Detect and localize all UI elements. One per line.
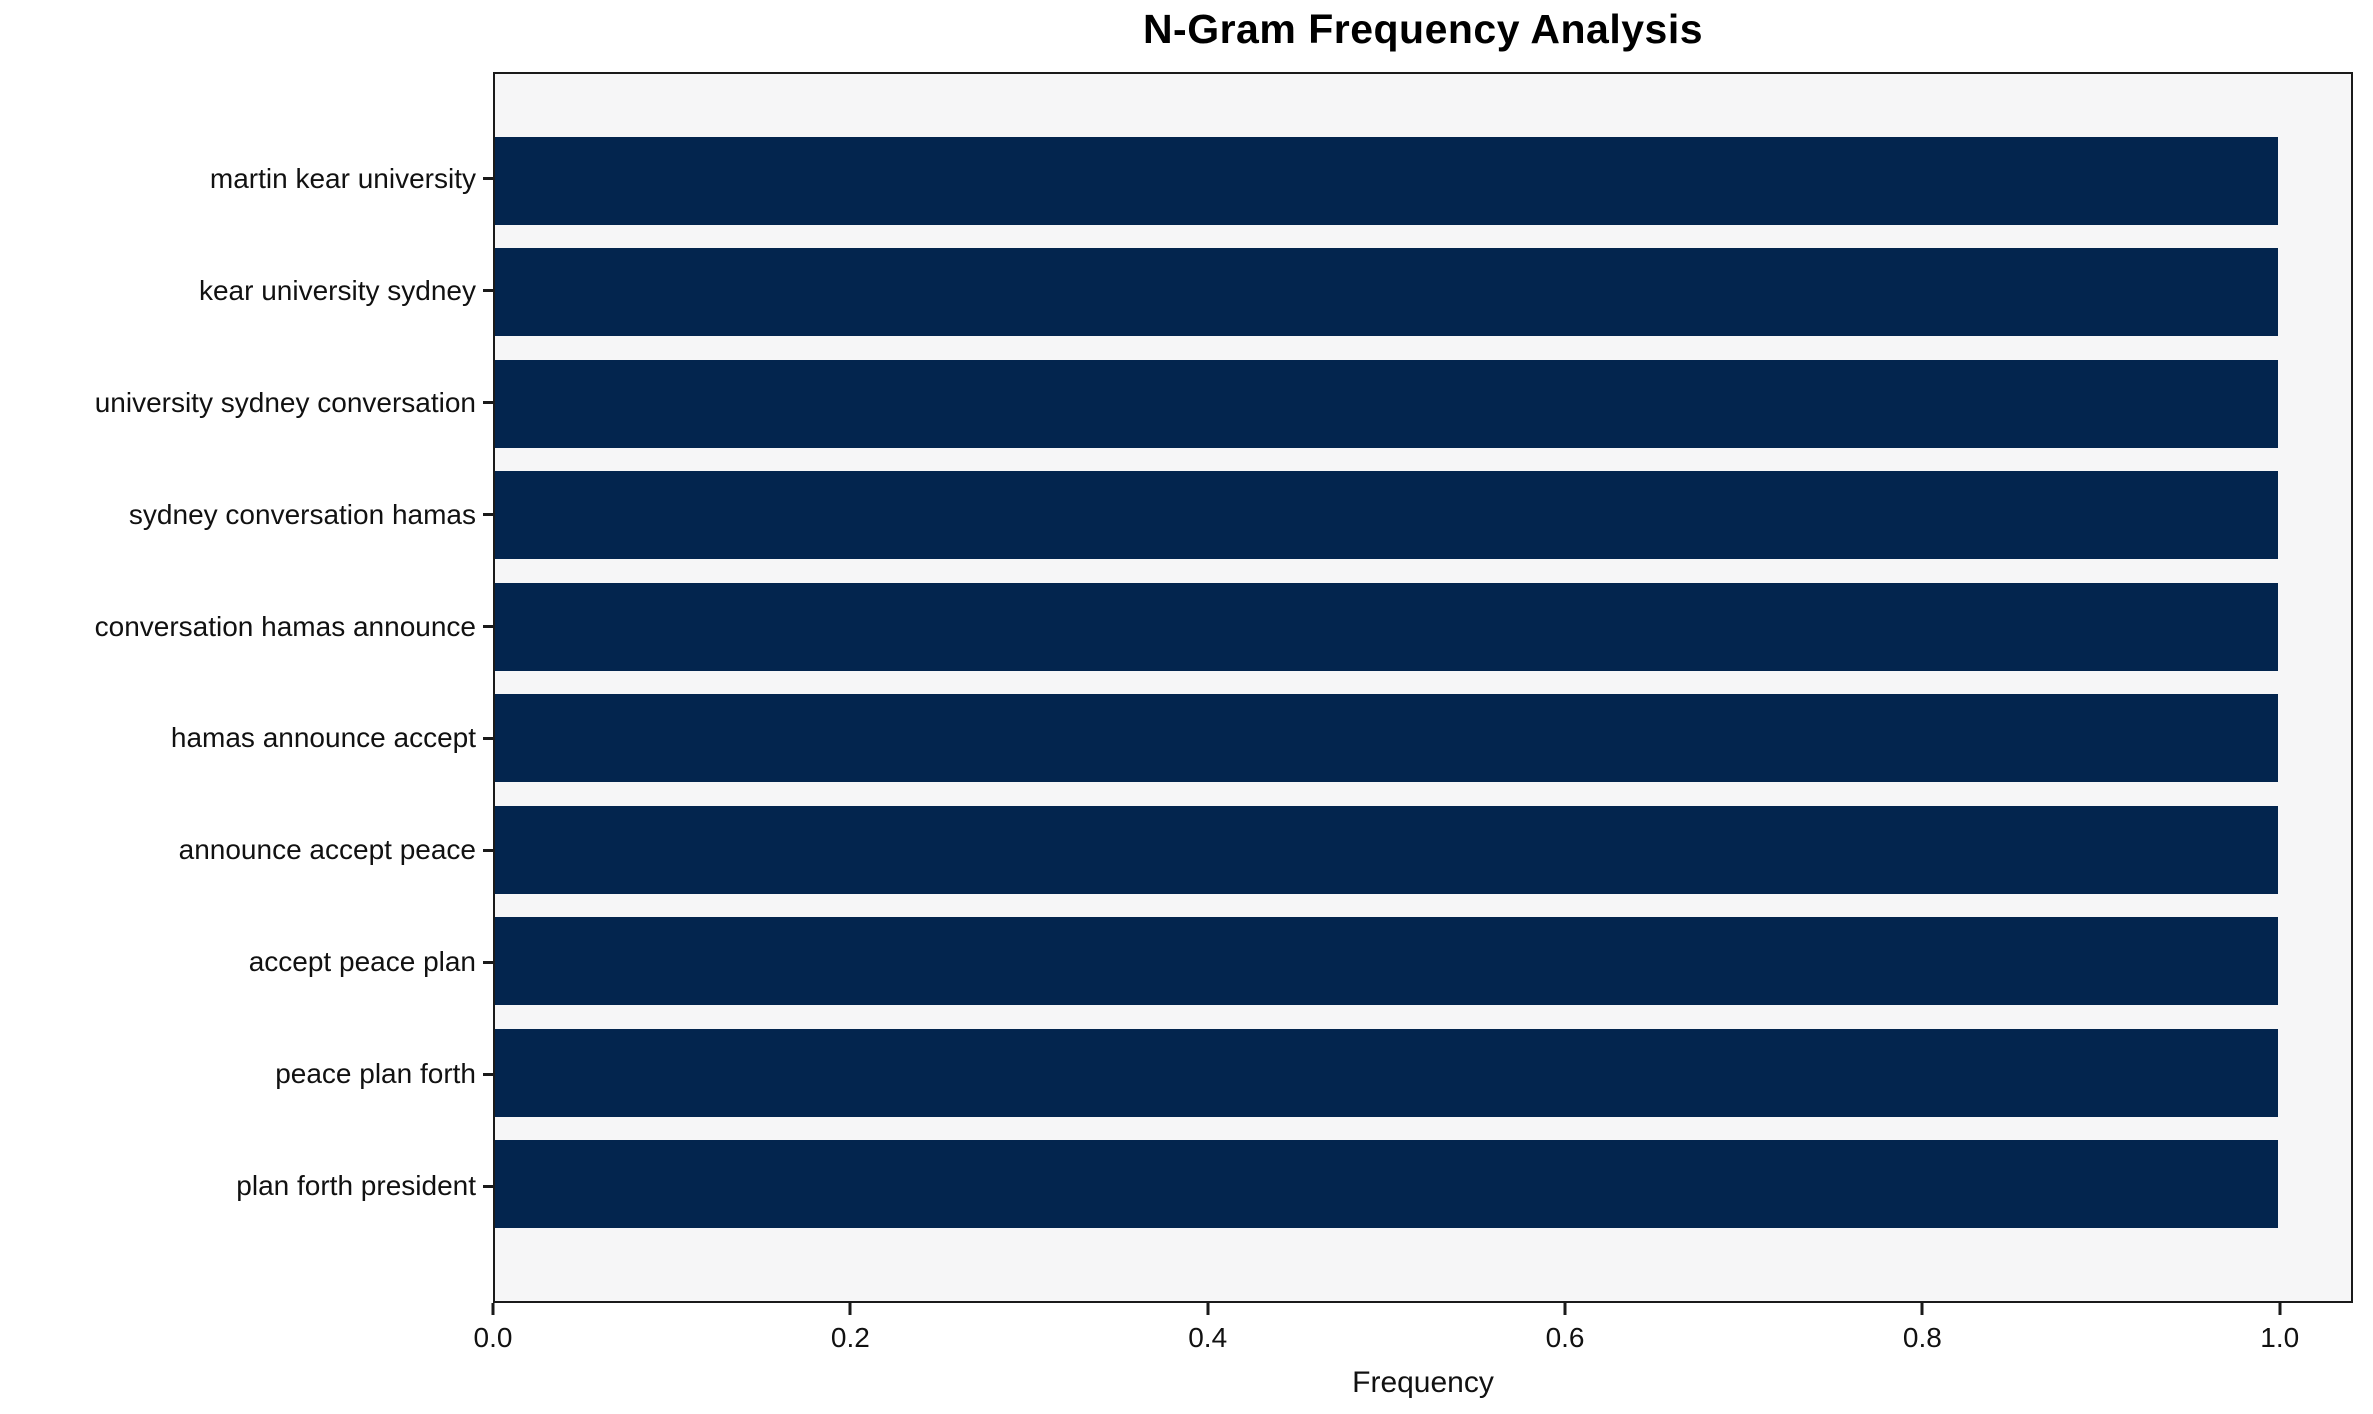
bar xyxy=(495,694,2278,783)
y-tick-label: sydney conversation hamas xyxy=(128,498,476,530)
chart-title: N-Gram Frequency Analysis xyxy=(1142,6,1704,52)
x-tick-label: 1.0 xyxy=(2260,1322,2300,1353)
bar xyxy=(495,917,2278,1006)
x-tick-label: 0.4 xyxy=(1188,1322,1228,1353)
y-tick-label: announce accept peace xyxy=(178,834,476,866)
y-tick-mark xyxy=(483,1184,493,1188)
bar-row xyxy=(495,794,2351,906)
y-label-row: kear university sydney xyxy=(0,235,493,347)
bar xyxy=(495,1140,2278,1229)
y-tick-label: conversation hamas announce xyxy=(94,610,476,642)
bar xyxy=(495,359,2278,448)
y-label-row: martin kear university xyxy=(0,123,493,235)
bar xyxy=(495,471,2278,560)
y-tick-label: accept peace plan xyxy=(248,946,476,978)
bar xyxy=(495,582,2278,671)
x-tick-mark xyxy=(491,1303,495,1315)
y-tick-mark xyxy=(483,513,493,517)
y-tick-mark xyxy=(483,960,493,964)
y-label-row: plan forth president xyxy=(0,1130,493,1242)
x-tick-label: 0.8 xyxy=(1902,1322,1942,1353)
x-tick-label: 0.6 xyxy=(1545,1322,1585,1353)
y-label-row: announce accept peace xyxy=(0,794,493,906)
x-axis-title: Frequency xyxy=(1352,1366,1494,1399)
y-tick-mark xyxy=(483,625,493,629)
bars-layer xyxy=(495,74,2351,1301)
y-tick-mark xyxy=(483,848,493,852)
y-label-row: peace plan forth xyxy=(0,1018,493,1130)
x-tick-mark xyxy=(2278,1303,2282,1315)
bar-row xyxy=(495,460,2351,572)
bar-row xyxy=(495,125,2351,237)
bar xyxy=(495,248,2278,337)
y-tick-mark xyxy=(483,289,493,293)
y-tick-label: hamas announce accept xyxy=(170,722,476,754)
y-tick-mark xyxy=(483,177,493,181)
y-label-row: hamas announce accept xyxy=(0,683,493,795)
bar xyxy=(495,1028,2278,1117)
y-label-row: university sydney conversation xyxy=(0,347,493,459)
bar-row xyxy=(495,1017,2351,1129)
bar xyxy=(495,136,2278,225)
plot-area xyxy=(493,72,2353,1303)
y-tick-label: plan forth president xyxy=(236,1170,476,1202)
x-tick-mark xyxy=(1563,1303,1567,1315)
bar-row xyxy=(495,1129,2351,1241)
y-label-row: sydney conversation hamas xyxy=(0,459,493,571)
y-tick-label: peace plan forth xyxy=(275,1058,476,1090)
y-axis-labels: martin kear university kear university sy… xyxy=(0,72,493,1303)
y-tick-label: kear university sydney xyxy=(198,274,476,306)
x-tick-mark xyxy=(848,1303,852,1315)
bar-row xyxy=(495,348,2351,460)
x-tick-mark xyxy=(1920,1303,1924,1315)
x-tick-mark xyxy=(1206,1303,1210,1315)
y-label-row: accept peace plan xyxy=(0,906,493,1018)
y-tick-mark xyxy=(483,401,493,405)
y-label-row: conversation hamas announce xyxy=(0,571,493,683)
bar-row xyxy=(495,571,2351,683)
bar-row xyxy=(495,237,2351,349)
y-tick-label: martin kear university xyxy=(209,162,476,194)
y-tick-mark xyxy=(483,736,493,740)
y-tick-label: university sydney conversation xyxy=(94,386,476,418)
x-tick-label: 0.0 xyxy=(473,1322,513,1353)
bar-row xyxy=(495,906,2351,1018)
y-tick-mark xyxy=(483,1072,493,1076)
bar-row xyxy=(495,683,2351,795)
x-tick-label: 0.2 xyxy=(830,1322,870,1353)
bar xyxy=(495,805,2278,894)
